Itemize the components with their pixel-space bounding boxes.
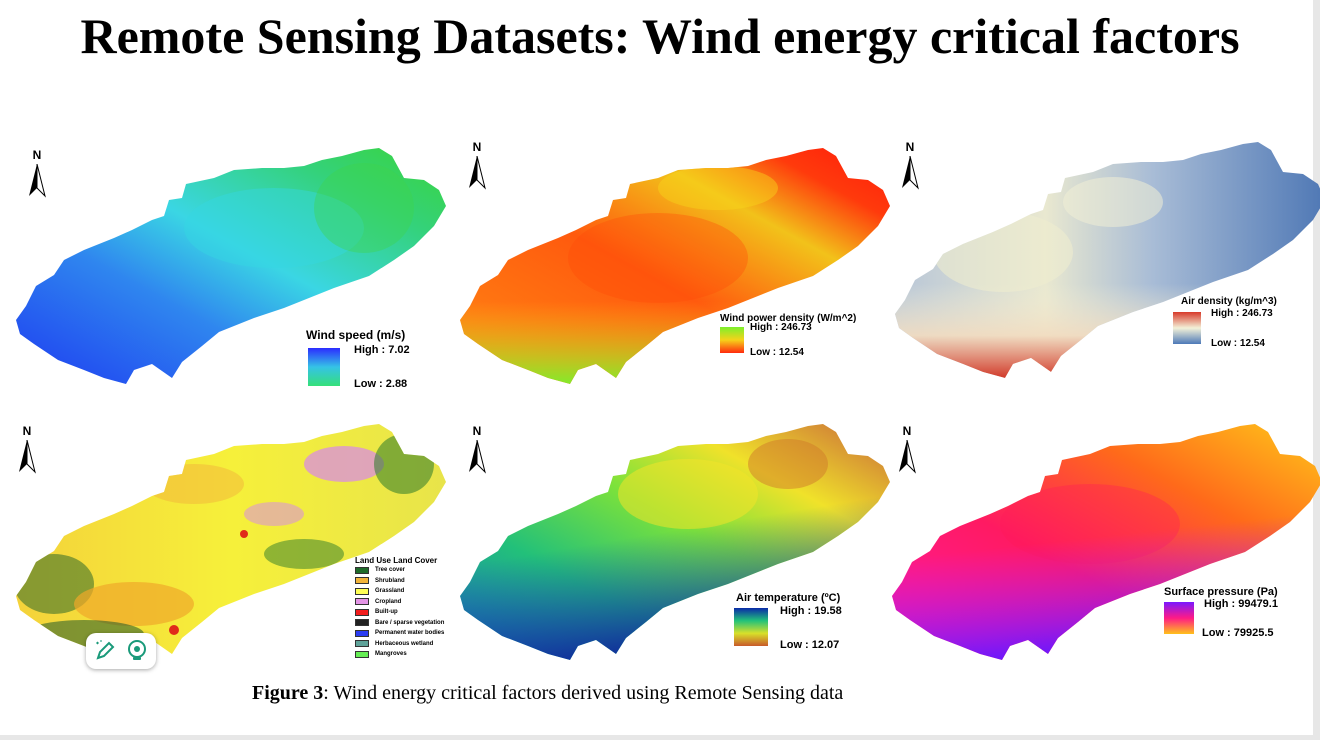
lulc-legend-row: Mangroves xyxy=(355,649,465,660)
lulc-label: Herbaceous wetland xyxy=(375,640,434,647)
lulc-swatch xyxy=(355,640,369,648)
map-panel-air-temperature: N Air temperature (ºC) High : 19.58 Low … xyxy=(458,424,890,660)
lulc-legend-row: Shrubland xyxy=(355,576,465,587)
north-arrow-icon: N xyxy=(895,140,925,190)
slide-title: Remote Sensing Datasets: Wind energy cri… xyxy=(80,8,1240,64)
air-temperature-map xyxy=(460,424,890,660)
lulc-label: Permanent water bodies xyxy=(375,630,445,637)
lulc-label: Grassland xyxy=(375,588,405,595)
lulc-legend-row: Bare / sparse vegetation xyxy=(355,618,465,629)
surface-pressure-legend: Surface pressure (Pa) High : 99479.1 Low… xyxy=(1164,586,1278,639)
lulc-swatch xyxy=(355,577,369,585)
floating-toolbar xyxy=(86,633,156,669)
lulc-legend-row: Tree cover xyxy=(355,565,465,576)
lulc-label: Shrubland xyxy=(375,577,405,584)
surface-pressure-map xyxy=(892,424,1320,660)
legend-color-ramp xyxy=(1173,312,1201,344)
lulc-swatch xyxy=(355,566,369,574)
map-panel-wind-power-density: N Wind power density (W/m^2) High : 246.… xyxy=(458,140,890,384)
air-density-legend: Air density (kg/m^3) High : 246.73 Low :… xyxy=(1173,296,1313,352)
figure-caption-text: : Wind energy critical factors derived u… xyxy=(323,682,844,704)
lulc-label: Bare / sparse vegetation xyxy=(375,619,445,626)
lulc-legend-row: Cropland xyxy=(355,597,465,608)
land-use-legend: Land Use Land Cover Tree cover Shrubland G… xyxy=(355,556,465,660)
lulc-swatch xyxy=(355,587,369,595)
wind-power-density-map xyxy=(460,148,890,384)
north-arrow-icon: N xyxy=(892,424,922,474)
map-panel-wind-speed: N Wind speed (m/s) High : 7.02 Low : 2.8… xyxy=(14,148,454,390)
lulc-swatch xyxy=(355,650,369,658)
figure-caption: Figure 3: Wind energy critical factors d… xyxy=(252,682,843,705)
wind-speed-map xyxy=(16,148,446,384)
legend-color-ramp xyxy=(1164,602,1194,634)
lulc-swatch xyxy=(355,619,369,627)
legend-color-ramp xyxy=(308,348,340,386)
lulc-legend-row: Grassland xyxy=(355,586,465,597)
map-panel-surface-pressure: N Surface pressure (Pa) High : 99479.1 L… xyxy=(890,424,1320,660)
lulc-swatch xyxy=(355,598,369,606)
north-arrow-icon: N xyxy=(462,424,492,474)
lulc-label: Built-up xyxy=(375,609,398,616)
wind-speed-legend: Wind speed (m/s) High : 7.02 Low : 2.88 xyxy=(306,328,410,390)
legend-color-ramp xyxy=(734,608,768,646)
lulc-swatch xyxy=(355,629,369,637)
wind-power-density-legend: Wind power density (W/m^2) High : 246.73… xyxy=(720,313,857,358)
lulc-swatch xyxy=(355,608,369,616)
north-arrow-icon: N xyxy=(462,140,492,190)
legend-color-ramp xyxy=(720,327,744,353)
lulc-legend-row: Herbaceous wetland xyxy=(355,639,465,650)
pencil-sparkle-icon[interactable] xyxy=(92,638,118,664)
lulc-legend-row: Built-up xyxy=(355,607,465,618)
lulc-label: Cropland xyxy=(375,598,402,605)
map-panel-air-density: N Air density (kg/m^3) High : 246.73 Low… xyxy=(893,140,1320,378)
lulc-label: Mangroves xyxy=(375,651,407,658)
air-temperature-legend: Air temperature (ºC) High : 19.58 Low : … xyxy=(734,592,842,651)
air-density-map xyxy=(895,142,1320,378)
lulc-legend-row: Permanent water bodies xyxy=(355,628,465,639)
north-arrow-icon: N xyxy=(12,424,42,474)
north-arrow-icon: N xyxy=(22,148,52,198)
lightbulb-icon[interactable] xyxy=(124,638,150,664)
lulc-label: Tree cover xyxy=(375,567,406,574)
figure-label: Figure 3 xyxy=(252,682,324,704)
